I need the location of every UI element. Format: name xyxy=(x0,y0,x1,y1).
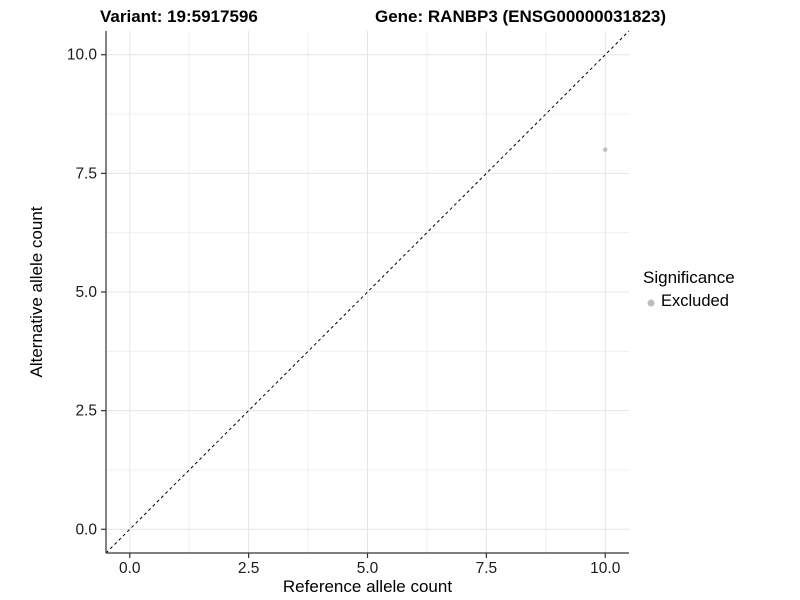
x-tick-label: 2.5 xyxy=(238,560,260,577)
x-tick-label: 0.0 xyxy=(119,560,141,577)
legend: Significance Excluded xyxy=(643,268,735,311)
legend-item-label: Excluded xyxy=(661,292,729,310)
legend-item-excluded: Excluded xyxy=(643,292,735,311)
variant-title: Variant: 19:5917596 xyxy=(100,7,258,26)
y-tick-label: 2.5 xyxy=(75,403,97,420)
y-tick-label: 5.0 xyxy=(75,284,97,301)
gene-title: Gene: RANBP3 (ENSG00000031823) xyxy=(375,7,667,26)
excluded-dot-icon xyxy=(647,299,655,306)
data-point xyxy=(603,147,608,152)
x-tick-label: 7.5 xyxy=(476,560,498,577)
y-tick-label: 7.5 xyxy=(75,165,97,182)
x-tick-label: 5.0 xyxy=(357,560,379,577)
legend-title: Significance xyxy=(643,268,735,287)
y-tick-label: 0.0 xyxy=(75,521,97,538)
y-axis-title: Alternative allele count xyxy=(27,206,46,378)
x-tick-label: 10.0 xyxy=(590,560,621,577)
x-axis-title: Reference allele count xyxy=(282,577,453,596)
legend-key xyxy=(647,299,655,306)
y-tick-label: 10.0 xyxy=(67,47,98,64)
